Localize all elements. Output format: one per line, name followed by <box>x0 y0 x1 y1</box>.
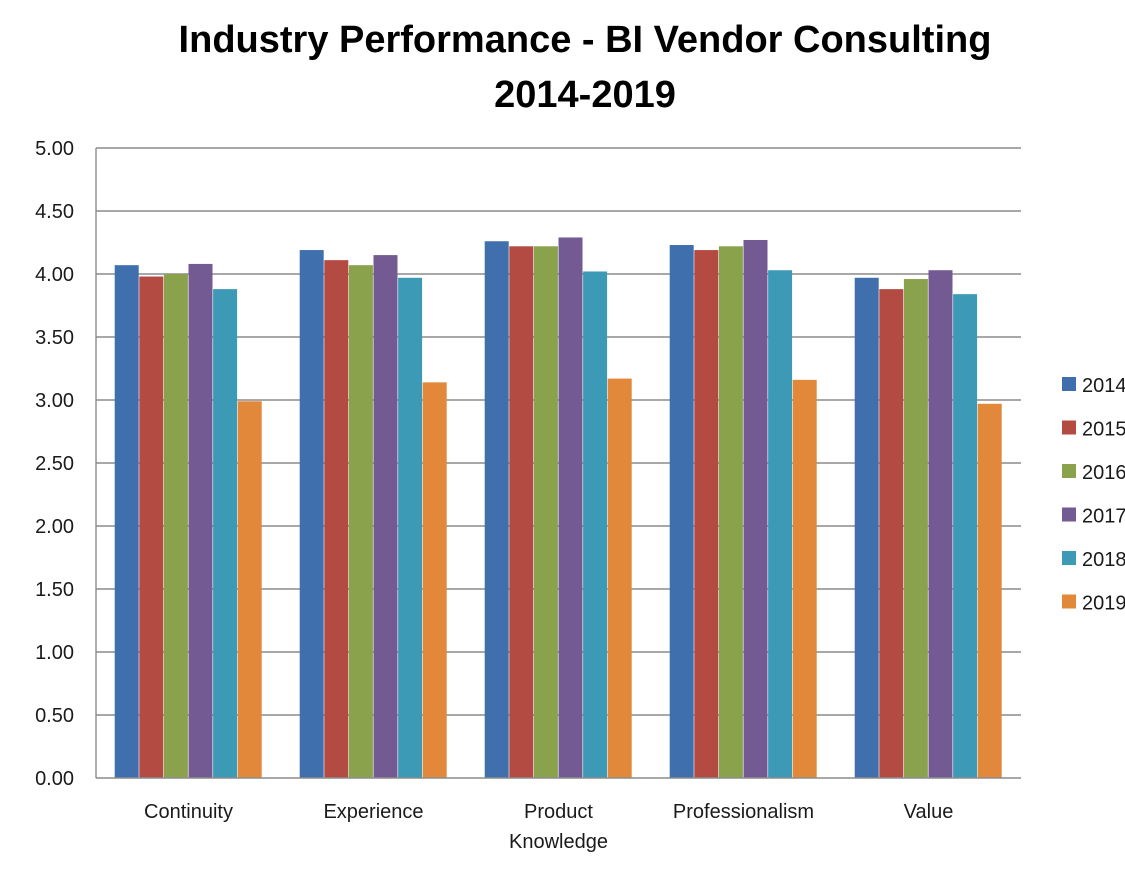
bar <box>509 246 534 778</box>
y-tick-label: 3.50 <box>35 327 74 349</box>
x-category-label: Continuity <box>144 801 233 823</box>
bar <box>953 294 978 778</box>
legend-label: 2014 <box>1082 375 1125 397</box>
bar <box>484 241 509 779</box>
axes <box>95 148 1021 779</box>
bar <box>558 237 583 778</box>
bar <box>583 271 608 778</box>
legend-swatch <box>1062 420 1076 435</box>
bar <box>188 263 213 778</box>
y-tick-label: 3.00 <box>35 390 74 412</box>
bar <box>768 270 793 778</box>
legend-swatch <box>1062 507 1076 522</box>
bar <box>299 250 324 778</box>
y-tick-label: 1.50 <box>35 579 74 601</box>
y-tick-label: 4.50 <box>35 201 74 223</box>
bar <box>213 289 238 778</box>
bar <box>348 265 373 778</box>
legend-label: 2016 <box>1082 462 1125 484</box>
legend-swatch <box>1062 594 1076 609</box>
bar <box>743 239 768 779</box>
y-tick-label: 4.00 <box>35 264 74 286</box>
bar <box>879 289 904 778</box>
bar <box>694 250 719 778</box>
legend-swatch <box>1062 464 1076 478</box>
bar <box>163 274 188 778</box>
bar <box>792 379 817 778</box>
chart-title: Industry Performance - BI Vendor Consult… <box>179 19 992 61</box>
chart-title-group: Industry Performance - BI Vendor Consult… <box>179 19 992 116</box>
y-tick-label: 1.00 <box>35 642 74 664</box>
bar <box>139 276 164 778</box>
chart-subtitle: 2014-2019 <box>494 74 676 116</box>
legend: 2014 2015 2016 2017 2018 2019 <box>1062 375 1125 615</box>
bar <box>422 382 447 778</box>
legend-swatch <box>1062 377 1076 391</box>
x-axis-category-labels: Continuity Experience Product Knowledge Prof… <box>144 801 953 853</box>
x-category-label: Product <box>524 801 593 823</box>
bar <box>324 260 349 778</box>
x-category-label: Professionalism <box>673 801 814 823</box>
bar <box>607 378 632 778</box>
bar <box>928 270 953 778</box>
bar <box>398 277 423 778</box>
y-axis-tick-labels: 0.00 0.50 1.00 1.50 2.00 2.50 3.00 3.50 4.00 4.50… <box>35 138 74 790</box>
y-tick-label: 5.00 <box>35 138 74 160</box>
y-tick-label: 2.00 <box>35 516 74 538</box>
y-tick-label: 2.50 <box>35 453 74 475</box>
x-category-label: Value <box>904 801 954 823</box>
legend-label: 2019 <box>1082 593 1125 615</box>
bar <box>114 265 139 778</box>
x-category-label: Experience <box>323 801 423 823</box>
x-category-label: Knowledge <box>509 831 608 853</box>
bar <box>977 403 1002 778</box>
bar <box>669 245 694 778</box>
legend-swatch <box>1062 551 1076 565</box>
legend-label: 2018 <box>1082 549 1125 571</box>
bar <box>718 246 743 778</box>
y-tick-label: 0.50 <box>35 705 74 727</box>
bar <box>533 246 558 778</box>
bar <box>373 255 398 779</box>
bar <box>237 401 262 778</box>
y-tick-label: 0.00 <box>35 768 74 790</box>
bar <box>903 279 928 778</box>
legend-label: 2015 <box>1082 419 1125 441</box>
bars <box>114 237 1002 779</box>
legend-label: 2017 <box>1082 506 1125 528</box>
bar <box>854 277 879 778</box>
